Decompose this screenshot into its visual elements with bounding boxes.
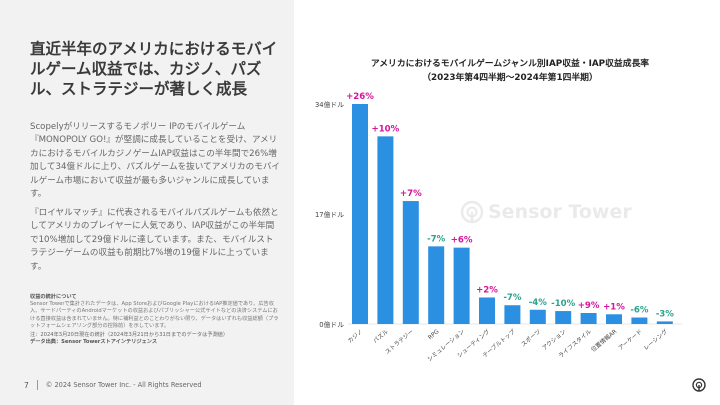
growth-label: +7%: [400, 189, 422, 199]
growth-label: -4%: [529, 298, 548, 308]
growth-label: -7%: [503, 293, 522, 303]
paragraph-casino: Scopelyがリリースするモノポリー IPのモバイルゲーム『MONOPOLY …: [30, 122, 281, 200]
footer: 7 © 2024 Sensor Tower Inc. - All Rights …: [24, 380, 202, 390]
growth-label: -10%: [551, 299, 576, 309]
growth-label: +10%: [372, 124, 400, 134]
footer-divider: [36, 380, 38, 390]
y-tick-label: 0億ドル: [319, 320, 344, 329]
bar: [453, 247, 470, 324]
growth-label: +26%: [346, 92, 374, 102]
category-label: レーシング: [642, 327, 669, 352]
notes-source: データ出典：Sensor Towerストアインテリジェンス: [30, 339, 158, 346]
growth-label: -7%: [427, 234, 446, 244]
watermark-logo-icon: [460, 200, 484, 224]
y-tick-label: 17億ドル: [315, 210, 344, 219]
bar: [504, 305, 521, 324]
sensor-tower-logo-icon: [692, 378, 706, 392]
bar: [606, 314, 622, 324]
chart-subtitle: （2023年第4四半期～2024年第1四半期）: [422, 73, 598, 83]
notes-date: 注：2024年3月20日現在の統計（2024年3月21日から31日までのデータは…: [30, 332, 229, 339]
growth-label: -3%: [656, 309, 675, 319]
category-label: アーケード: [617, 328, 644, 352]
chart-title: アメリカにおけるモバイルゲームジャンル別IAP収益・IAP収益成長率: [370, 59, 650, 69]
page-number: 7: [24, 380, 29, 390]
growth-label: +9%: [578, 301, 600, 311]
bar: [377, 136, 394, 324]
notes-body: Sensor Towerで集計されたデータは、App StoreおよびGoogl…: [30, 301, 279, 329]
category-label: アクション: [541, 328, 568, 352]
bar: [479, 297, 495, 324]
bar: [656, 321, 673, 324]
category-label: 位置情報AR: [589, 327, 618, 353]
category-label: ストラテジー: [384, 328, 415, 356]
bar: [555, 311, 572, 324]
category-label: スポーツ: [519, 327, 542, 348]
y-tick-label: 34億ドル: [315, 100, 344, 109]
bar-chart: 0億ドル 17億ドル 34億ドル+26% カジノ +10% パズル +7% ストラテジー -7%…: [315, 92, 683, 363]
bar: [428, 246, 445, 324]
bar: [402, 201, 419, 324]
bar: [580, 313, 597, 324]
growth-label: +6%: [451, 236, 473, 246]
notes-block: 収益の統計について Sensor Towerで集計されたデータは、App Sto…: [30, 294, 282, 346]
growth-label: +1%: [603, 302, 625, 312]
page-headline: 直近半年のアメリカにおけるモバイルゲーム収益では、カジノ、パズル、ストラテジーが…: [30, 40, 278, 98]
bar: [529, 309, 546, 324]
paragraph-puzzle: 『ロイヤルマッチ』に代表されるモバイルパズルゲームも依然としてアメリカのプレイヤ…: [30, 208, 279, 272]
notes-heading: 収益の統計について: [30, 294, 77, 300]
growth-label: +2%: [476, 285, 498, 295]
category-label: RPG: [427, 329, 440, 342]
category-label: カジノ: [347, 328, 365, 344]
copyright: © 2024 Sensor Tower Inc. - All Rights Re…: [45, 381, 202, 389]
bar: [631, 317, 648, 324]
category-label: パズル: [371, 327, 390, 344]
watermark-text: Sensor Tower: [488, 201, 632, 223]
text-panel: [0, 0, 294, 405]
bar: [352, 104, 368, 324]
watermark: Sensor Tower: [460, 200, 632, 224]
growth-label: -6%: [630, 306, 649, 316]
